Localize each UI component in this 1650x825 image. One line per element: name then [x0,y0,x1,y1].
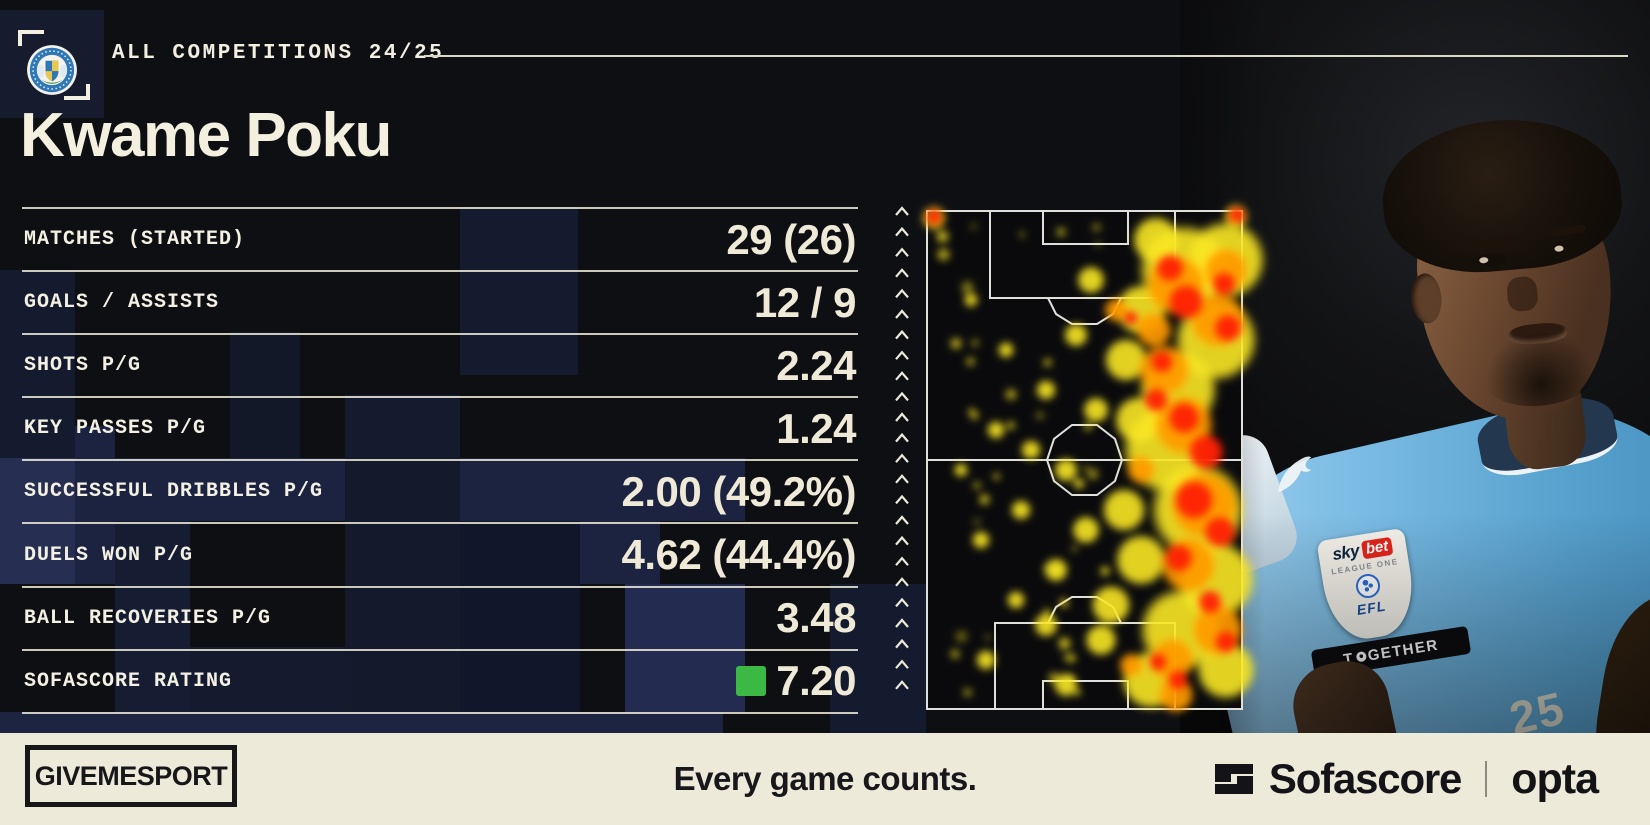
stat-value: 7.20 [736,657,858,705]
crop-bracket-icon [18,30,44,46]
stat-row: SUCCESSFUL DRIBBLES P/G 2.00 (49.2%) [22,461,858,525]
stat-value-text: 4.62 (44.4%) [621,531,857,579]
stat-value-text: 1.24 [776,404,856,452]
stat-value: 4.62 (44.4%) [622,531,858,579]
stat-label: DUELS WON P/G [24,543,194,567]
stat-value-text: 2.00 (49.2%) [621,467,857,515]
stat-value: 2.24 [776,342,858,390]
footer-bar: GIVEMESPORT Every game counts. Sofascore… [0,733,1650,825]
stat-row: KEY PASSES P/G 1.24 [22,398,858,462]
pitch-heatmap [922,204,1266,713]
club-badge-box [0,10,104,118]
stat-label: SHOTS P/G [24,354,142,378]
stat-row: GOALS / ASSISTS 12 / 9 [22,272,858,336]
stat-value: 3.48 [776,594,858,642]
photo-vignette [1180,0,1650,733]
stat-label: KEY PASSES P/G [24,417,207,441]
stat-row: SHOTS P/G 2.24 [22,335,858,399]
crop-bracket-icon [64,84,90,100]
stat-value: 2.00 (49.2%) [622,468,858,516]
stat-row: MATCHES (STARTED) 29 (26) [22,209,858,273]
stat-value: 1.24 [776,405,858,453]
stat-value: 29 (26) [726,216,858,264]
stat-value-text: 2.24 [776,341,856,389]
stat-label: MATCHES (STARTED) [24,228,246,252]
givemesport-label: GIVEMESPORT [34,760,228,791]
stat-label: SOFASCORE RATING [24,669,233,693]
stat-value-text: 7.20 [776,657,856,705]
sofascore-s-icon [1214,764,1253,794]
sofascore-logo: Sofascore [1211,755,1462,803]
peterborough-united-crest-icon [27,45,77,95]
stat-row: DUELS WON P/G 4.62 (44.4%) [22,524,858,588]
opta-logo: opta [1511,754,1599,803]
stat-value-text: 3.48 [776,594,856,642]
heatmap-blobs [922,204,1266,713]
page-title-player-name: Kwame Poku [20,101,392,170]
stat-label: BALL RECOVERIES P/G [24,606,272,630]
competition-label: ALL COMPETITIONS 24/25 [112,42,445,65]
player-photo: sky bet LEAGUE ONE EFL TGETHER 25 [1180,0,1650,733]
givemesport-logo: GIVEMESPORT [25,745,237,807]
stat-value: 12 / 9 [754,279,858,327]
header-rule [424,55,1628,57]
stat-label: SUCCESSFUL DRIBBLES P/G [24,480,324,504]
chevron-column-icon [893,200,911,696]
stat-row: SOFASCORE RATING 7.20 [22,651,858,714]
stat-label: GOALS / ASSISTS [24,291,220,315]
stat-value-text: 12 / 9 [753,278,857,326]
sofascore-label: Sofascore [1268,755,1462,802]
tagline: Every game counts. [673,760,977,797]
stat-value-text: 29 (26) [726,215,856,263]
stat-row: BALL RECOVERIES P/G 3.48 [22,588,858,651]
stats-table: MATCHES (STARTED) 29 (26) GOALS / ASSISTS 1… [22,207,858,714]
brand-logos: Sofascore opta [1211,733,1599,825]
rating-color-square [736,666,767,697]
brand-divider [1485,761,1488,797]
